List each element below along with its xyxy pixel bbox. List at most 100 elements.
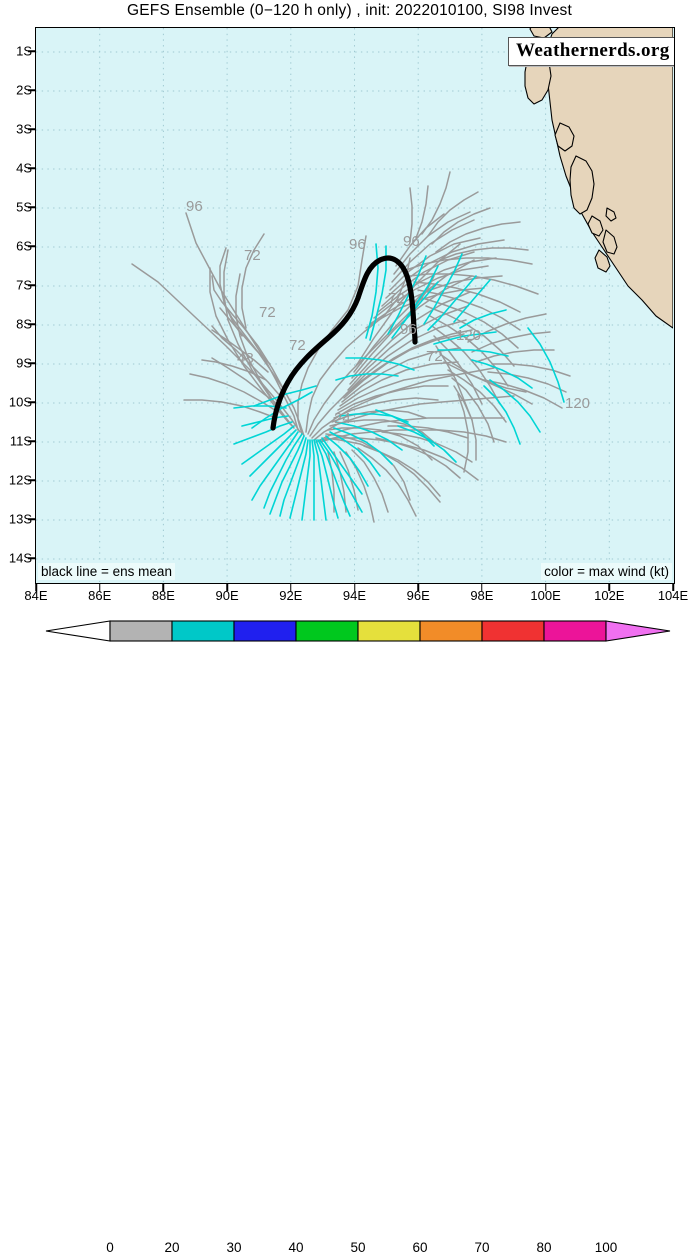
y-tick [28, 89, 35, 91]
x-axis-label: 104E [657, 588, 689, 603]
colorbar-bin [419, 620, 483, 642]
y-axis-label: 1S [16, 43, 32, 59]
colorbar-tick-label: 40 [288, 1240, 304, 1255]
y-tick [28, 440, 35, 442]
svg-text:96: 96 [349, 236, 366, 253]
ensemble-mean-track [270, 255, 418, 431]
y-tick [28, 167, 35, 169]
svg-text:72: 72 [289, 337, 306, 354]
y-axis-label: 4S [16, 160, 32, 176]
y-tick [28, 557, 35, 559]
forecast-hour-labels: 96 72 72 96 96 72 96 48 72 24 120 72 120 [186, 198, 590, 427]
y-axis-label: 13S [8, 511, 32, 527]
svg-text:120: 120 [565, 395, 590, 412]
colorbar-over-arrow [605, 620, 671, 642]
x-tick [608, 584, 611, 591]
x-axis-label: 92E [279, 588, 303, 603]
colorbar-under-arrow [45, 620, 111, 642]
island-sipora [587, 215, 604, 237]
x-tick [35, 584, 37, 591]
svg-text:96: 96 [403, 233, 420, 250]
watermark-weathernerds: Weathernerds.org [508, 37, 674, 66]
ensemble-tracks-cyan [233, 243, 565, 521]
y-axis-label: 11S [9, 433, 32, 449]
x-tick [353, 584, 356, 591]
colorbar[interactable]: 0 20 30 40 50 60 70 80 100 [0, 610, 699, 1255]
colorbar-tick-label: 100 [594, 1240, 618, 1255]
y-axis-label: 8S [16, 316, 32, 332]
x-axis-label: 98E [470, 588, 494, 603]
y-axis-label: 7S [16, 277, 32, 293]
x-tick [98, 584, 101, 591]
x-axis-label: 88E [151, 588, 175, 603]
island-siberut [569, 155, 595, 215]
svg-text:96: 96 [400, 321, 417, 338]
y-axis-label: 14S [8, 550, 32, 566]
colorbar-tick-label: 0 [106, 1240, 114, 1255]
x-axis-label: 94E [342, 588, 367, 603]
x-tick [672, 584, 674, 591]
svg-text:120: 120 [456, 327, 481, 344]
x-tick [162, 584, 165, 591]
page-title: GEFS Ensemble (0−120 h only) , init: 202… [127, 2, 572, 19]
y-axis-label: 9S [16, 355, 32, 371]
colorbar-tick-label: 30 [226, 1240, 242, 1255]
y-tick [28, 206, 35, 208]
colorbar-tick-label: 70 [474, 1240, 490, 1255]
x-axis-label: 100E [530, 588, 561, 603]
colorbar-bin [171, 620, 235, 642]
colorbar-tick-label: 50 [350, 1240, 366, 1255]
x-tick [417, 584, 419, 591]
y-tick [28, 479, 35, 481]
colorbar-bin [543, 620, 607, 642]
x-tick [481, 584, 483, 591]
y-axis-label: 2S [16, 82, 32, 98]
colorbar-svg [45, 620, 671, 642]
y-tick [28, 245, 35, 247]
y-tick [28, 518, 35, 520]
colorbar-tick-label: 80 [536, 1240, 552, 1255]
y-axis-label: 6S [16, 238, 32, 254]
island-small-west [605, 207, 617, 222]
svg-text:72: 72 [259, 304, 276, 321]
x-tick [544, 584, 547, 591]
x-tick [226, 584, 228, 591]
x-axis-label: 84E [24, 588, 48, 603]
colorbar-bin [357, 620, 421, 642]
svg-text:48: 48 [237, 350, 254, 367]
x-axis-label: 102E [594, 588, 625, 603]
y-tick [28, 401, 35, 403]
legend-color-maxwind: color = max wind (kt) [541, 563, 672, 580]
colorbar-bin [481, 620, 545, 642]
x-axis-label: 96E [406, 588, 430, 603]
colorbar-bin [295, 620, 359, 642]
x-axis-label: 86E [88, 588, 112, 603]
y-tick [28, 362, 35, 364]
x-axis-label: 90E [215, 588, 239, 603]
y-axis-label: 3S [16, 121, 32, 137]
svg-text:24: 24 [334, 410, 351, 427]
y-axis-label: 5S [16, 199, 32, 215]
island-batu [554, 122, 575, 152]
island-pagai [602, 229, 618, 255]
colorbar-tick-label: 20 [164, 1240, 180, 1255]
svg-text:72: 72 [244, 247, 261, 264]
svg-text:72: 72 [388, 290, 405, 307]
y-tick [28, 284, 35, 286]
y-axis-label: 10S [8, 394, 32, 410]
y-axis-label: 12S [8, 472, 32, 488]
y-tick [28, 50, 35, 52]
x-tick [290, 584, 292, 591]
colorbar-bin [109, 620, 173, 642]
svg-text:72: 72 [426, 348, 443, 365]
map-panel[interactable]: 96 72 72 96 96 72 96 48 72 24 120 72 120… [35, 27, 675, 584]
svg-text:96: 96 [186, 198, 203, 215]
island-enggano [594, 249, 611, 273]
map-canvas: 96 72 72 96 96 72 96 48 72 24 120 72 120 [36, 28, 673, 582]
legend-ens-mean: black line = ens mean [38, 563, 175, 580]
y-tick [28, 128, 35, 130]
y-tick [28, 323, 35, 325]
colorbar-bin [233, 620, 297, 642]
ensemble-tracks-gray [131, 171, 571, 523]
